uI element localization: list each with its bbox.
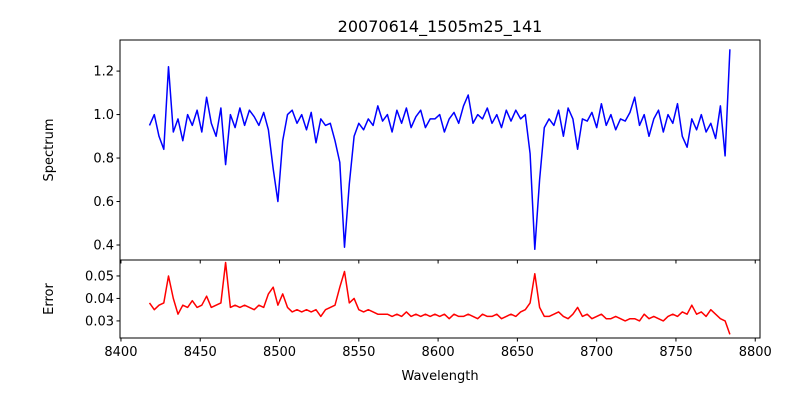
xtick-label: 8650	[501, 345, 534, 360]
spectrum-series-line	[148, 49, 731, 251]
y-axis-label-error: Error	[42, 283, 57, 315]
spectrum-panel: 0.4 0.6 0.8 1.0 1.2	[93, 39, 761, 264]
xtick-label: 8550	[342, 345, 375, 360]
xtick-label: 8750	[659, 345, 692, 360]
error-ytick-label: 0.05	[85, 269, 114, 284]
xtick-label: 8700	[580, 345, 613, 360]
spectrum-ytick-label: 1.0	[93, 108, 114, 123]
error-ytick-label: 0.04	[85, 292, 114, 307]
spectrum-ytick-label: 0.6	[93, 195, 114, 210]
spectrum-ytick-label: 1.2	[93, 65, 114, 80]
spectrum-ytick-label: 0.4	[93, 239, 114, 254]
error-panel: 0.03 0.04 0.05 8400 8450 8500 8550 8600 8650 8700…	[85, 259, 772, 360]
spectrum-axes-frame	[119, 39, 761, 261]
chart-title: 20070614_1505m25_141	[338, 17, 543, 37]
error-ytick-label: 0.03	[85, 314, 114, 329]
xtick-label: 8600	[422, 345, 455, 360]
y-axis-label-spectrum: Spectrum	[42, 119, 57, 182]
spectrum-ytick-label: 0.8	[93, 152, 114, 167]
xtick-label: 8800	[739, 345, 772, 360]
xtick-label: 8450	[184, 345, 217, 360]
error-series-line	[148, 261, 731, 335]
xtick-label: 8500	[263, 345, 296, 360]
error-axes-frame	[119, 259, 761, 339]
x-axis-label: Wavelength	[401, 369, 478, 384]
xtick-label: 8400	[104, 345, 137, 360]
